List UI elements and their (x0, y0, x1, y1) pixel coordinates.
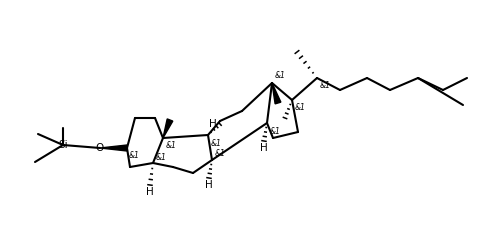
Text: O: O (96, 143, 104, 153)
Text: &1: &1 (156, 152, 167, 161)
Text: &1: &1 (275, 71, 286, 80)
Text: &1: &1 (129, 152, 140, 160)
Text: &1: &1 (320, 81, 331, 90)
Text: H: H (260, 143, 268, 153)
Polygon shape (100, 145, 127, 151)
Text: H: H (209, 119, 217, 129)
Polygon shape (163, 119, 173, 138)
Text: H: H (146, 187, 154, 197)
Text: &1: &1 (295, 104, 306, 113)
Text: &1: &1 (166, 142, 177, 151)
Text: &1: &1 (215, 149, 226, 159)
Polygon shape (272, 83, 281, 104)
Text: &1: &1 (270, 126, 281, 135)
Text: H: H (205, 180, 213, 190)
Text: Si: Si (58, 140, 68, 150)
Text: &1: &1 (211, 139, 222, 148)
